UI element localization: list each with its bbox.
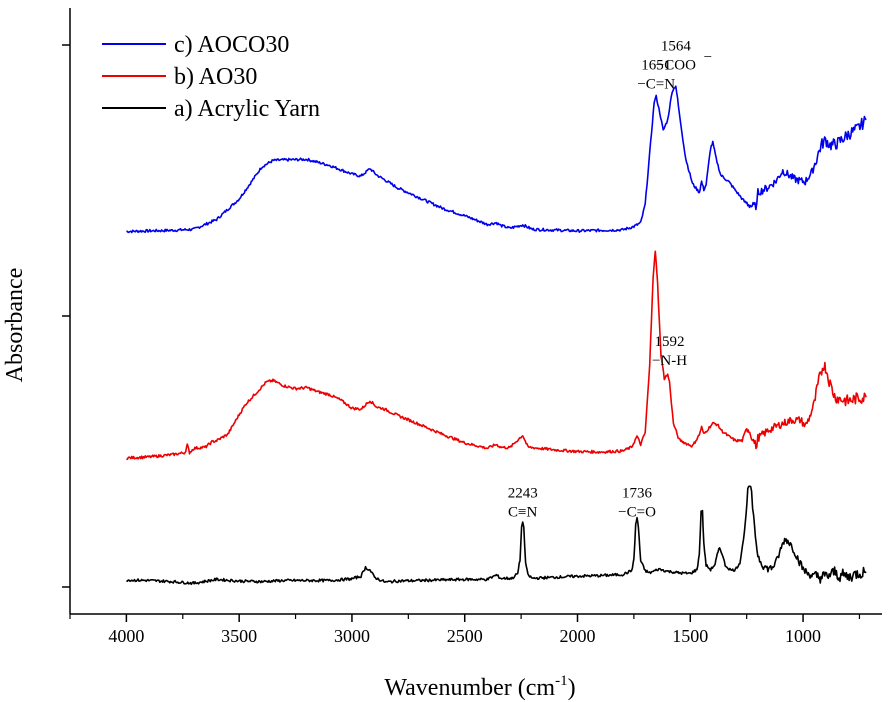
annotation-3-line-0: 2243: [508, 486, 538, 502]
annotation-1-line-1: −COO: [656, 57, 696, 73]
series-line-1: [126, 250, 867, 461]
x-tick-label: 2000: [560, 626, 596, 646]
annotation-0-line-0: 1651: [641, 57, 671, 73]
x-tick-label: 3500: [221, 626, 257, 646]
legend-label-0: c) AOCO30: [174, 32, 289, 58]
annotation-layer: 1651 −C=N 1564 −COO − 1592 −N-H 2243 C≡N 1736 −C=O: [508, 38, 712, 520]
x-tick-label: 3000: [334, 626, 370, 646]
annotation-4-line-0: 1736: [622, 486, 653, 502]
x-tick-label: 1500: [672, 626, 708, 646]
x-tick-label: 4000: [108, 626, 144, 646]
series-line-0: [126, 85, 867, 234]
y-axis-label: Absorbance: [2, 268, 28, 383]
x-tick-label: 1000: [785, 626, 821, 646]
annotation-4-line-1: −C=O: [618, 505, 656, 521]
x-tick-label: 2500: [447, 626, 483, 646]
annotation-2-line-1: −N-H: [652, 353, 687, 369]
annotation-3-line-1: C≡N: [508, 505, 537, 521]
annotation-1-superscript: −: [704, 49, 712, 65]
series-line-2: [126, 485, 867, 586]
annotation-1-line-0: 1564: [661, 38, 692, 54]
annotation-0-line-1: −C=N: [637, 76, 675, 92]
legend-label-1: b) AO30: [174, 64, 257, 90]
x-axis-ticks: 4000 3500 3000 2500 2000 1500 1000: [69, 614, 861, 646]
x-axis-label-close: ): [568, 675, 576, 701]
x-axis-label: Wavenumber (cm-1): [384, 673, 575, 701]
annotation-2-line-0: 1592: [655, 334, 685, 350]
legend-label-2: a) Acrylic Yarn: [174, 96, 320, 122]
x-axis-label-superscript: -1: [555, 673, 568, 689]
y-axis-ticks: [62, 44, 70, 588]
series-layer: [126, 85, 867, 586]
legend: c) AOCO30 b) AO30 a) Acrylic Yarn: [102, 32, 320, 122]
